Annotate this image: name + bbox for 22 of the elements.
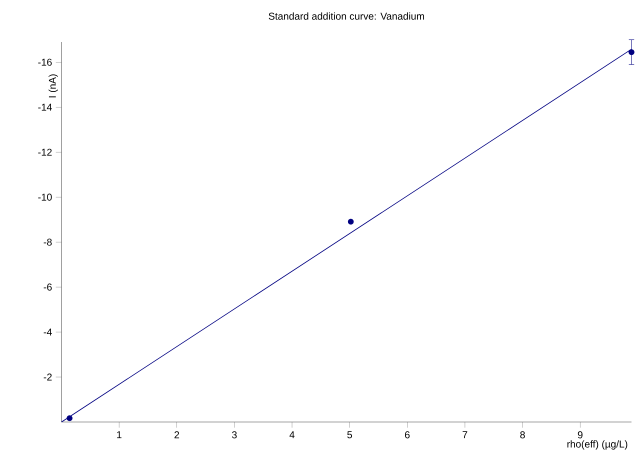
x-tick-label: 6 [405, 431, 410, 438]
y-tick-label: -2 [44, 374, 52, 381]
y-tick-label: -14 [38, 104, 52, 111]
chart-title: Standard addition curve: Vanadium [268, 12, 424, 20]
point [66, 415, 73, 422]
x-tick-label: 9 [578, 431, 583, 438]
x-tick-label: 3 [232, 431, 237, 438]
y-tick-label: -16 [38, 58, 52, 66]
x-tick-label: 7 [462, 431, 468, 438]
y-axis-title: I (nA) [48, 74, 58, 98]
x-axis-title: rho(eff) (µg/L) [567, 440, 628, 450]
y-tick-label: -4 [44, 328, 52, 336]
x-tick-label: 8 [520, 431, 525, 438]
y-tick-label: -12 [38, 148, 52, 156]
y-tick-label: -8 [44, 238, 52, 246]
x-tick-label: 4 [289, 431, 295, 438]
y-tick-label: -10 [38, 194, 52, 201]
x-tick-label: 2 [174, 431, 180, 438]
x-tick-label: 1 [117, 431, 122, 438]
y-tick-label: -6 [44, 284, 52, 291]
point [348, 218, 354, 225]
x-tick-label: 5 [347, 431, 352, 438]
